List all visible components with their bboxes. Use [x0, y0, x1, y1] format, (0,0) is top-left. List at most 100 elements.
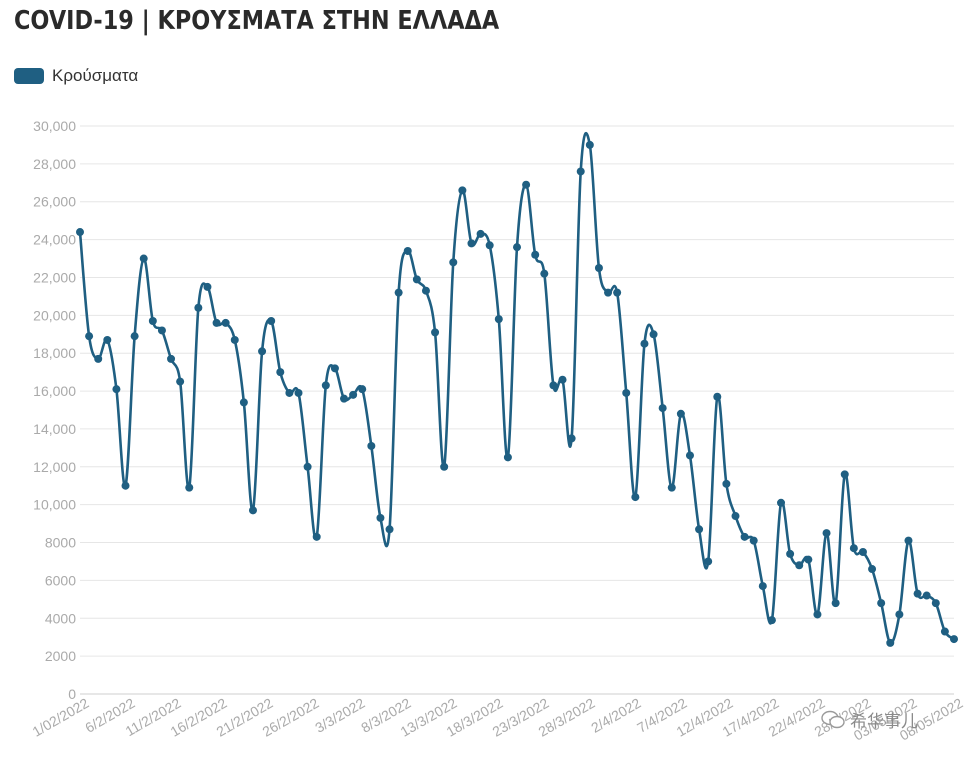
y-tick-label: 6000 — [45, 572, 76, 588]
data-point — [121, 481, 130, 490]
data-point — [431, 328, 440, 337]
data-point — [950, 635, 958, 644]
data-point — [549, 381, 558, 390]
data-point — [212, 318, 221, 327]
x-tick-label: 3/3/2022 — [312, 695, 367, 736]
data-point — [631, 493, 640, 502]
data-point — [667, 483, 676, 492]
data-point — [713, 392, 722, 401]
data-point — [749, 536, 758, 545]
y-axis-tick-labels: 0 2000 4000 6000 8000 10,000 12,000 14,000 16,00… — [33, 118, 76, 702]
data-point — [167, 354, 176, 363]
legend-label: Κρούσματα — [52, 66, 139, 85]
data-point — [185, 483, 194, 492]
data-point — [203, 282, 212, 291]
y-tick-label: 12,000 — [33, 459, 76, 475]
data-point — [640, 339, 649, 348]
data-point — [722, 479, 731, 488]
data-point — [340, 394, 349, 403]
data-point — [513, 243, 521, 252]
data-point — [194, 303, 203, 312]
data-point — [285, 388, 294, 397]
data-point — [467, 239, 476, 248]
data-point — [421, 286, 430, 295]
data-point — [94, 354, 103, 363]
series-line-krousmata — [78, 131, 955, 645]
data-point — [531, 250, 540, 259]
y-tick-label: 8000 — [45, 535, 76, 551]
data-point — [349, 390, 358, 399]
data-point — [85, 332, 94, 341]
y-tick-label: 2000 — [45, 648, 76, 664]
data-point — [303, 462, 312, 471]
data-point — [622, 388, 631, 397]
data-point — [276, 368, 285, 377]
data-point — [931, 599, 940, 608]
data-point — [849, 544, 858, 553]
data-point — [403, 246, 412, 255]
data-point — [822, 529, 831, 538]
series-line-layer — [78, 131, 955, 645]
data-point — [922, 591, 931, 600]
data-point — [685, 451, 694, 460]
data-point — [658, 404, 667, 413]
watermark-text: 希华事儿 — [850, 712, 918, 732]
y-tick-label: 0 — [68, 686, 76, 702]
data-point — [76, 228, 84, 237]
y-tick-label: 10,000 — [33, 497, 76, 513]
data-point — [868, 565, 877, 574]
data-point — [385, 525, 394, 534]
data-point — [267, 317, 276, 326]
data-point — [458, 186, 467, 195]
data-point — [476, 229, 485, 238]
y-tick-label: 4000 — [45, 610, 76, 626]
y-tick-label: 14,000 — [33, 421, 76, 437]
data-point — [777, 498, 786, 507]
data-point — [886, 638, 895, 647]
data-point — [221, 318, 230, 327]
data-point — [449, 258, 458, 267]
data-point — [540, 269, 549, 278]
data-point — [613, 288, 622, 297]
y-tick-label: 24,000 — [33, 232, 76, 248]
data-point — [795, 561, 804, 570]
data-point — [239, 398, 248, 407]
y-tick-label: 28,000 — [33, 156, 76, 172]
data-point — [786, 549, 795, 558]
wechat-icon — [821, 710, 845, 729]
data-point — [813, 610, 822, 619]
gridlines — [80, 125, 954, 695]
data-point — [330, 364, 339, 373]
data-point — [230, 335, 239, 344]
data-point — [176, 377, 185, 386]
y-tick-label: 22,000 — [33, 269, 76, 285]
data-point — [558, 375, 567, 384]
data-point — [567, 434, 576, 443]
data-point — [112, 385, 121, 394]
chart-legend: Κρούσματα — [14, 66, 138, 86]
data-point — [157, 326, 166, 335]
page-title: COVID-19 | ΚΡΟΥΣΜΑΤΑ ΣΤΗΝ ΕΛΛΑΔΑ — [14, 6, 500, 36]
data-point — [130, 332, 139, 341]
data-point — [594, 264, 603, 272]
data-point — [858, 548, 867, 556]
data-point — [358, 385, 367, 394]
data-point — [148, 317, 157, 326]
data-point — [576, 167, 585, 176]
data-point — [767, 616, 776, 625]
data-point — [913, 589, 922, 598]
data-point — [731, 512, 740, 521]
y-tick-label: 26,000 — [33, 194, 76, 210]
data-point — [412, 275, 421, 284]
data-point — [312, 532, 321, 541]
y-tick-label: 18,000 — [33, 345, 76, 361]
data-point — [695, 525, 704, 534]
data-point — [248, 506, 257, 515]
data-point — [394, 288, 403, 297]
data-point — [758, 582, 767, 591]
data-point — [376, 513, 385, 522]
data-point — [649, 330, 658, 339]
data-point — [585, 140, 594, 149]
data-point — [485, 241, 494, 250]
